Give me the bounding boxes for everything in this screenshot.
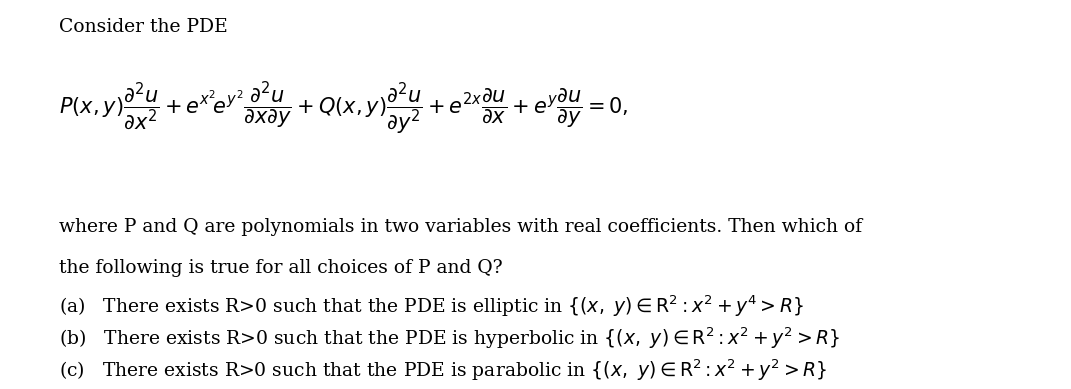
Text: $P(x,y)\dfrac{\partial^2 u}{\partial x^2}+ e^{x^2}\!e^{y^2}\dfrac{\partial^2 u}{: $P(x,y)\dfrac{\partial^2 u}{\partial x^2… (59, 81, 629, 137)
Text: (b)   There exists R>0 such that the PDE is hyperbolic in $\{(x,\ y) \in \mathrm: (b) There exists R>0 such that the PDE i… (59, 326, 840, 351)
Text: (a)   There exists R>0 such that the PDE is elliptic in $\{(x,\ y) \in \mathrm{R: (a) There exists R>0 such that the PDE i… (59, 294, 804, 319)
Text: Consider the PDE: Consider the PDE (59, 18, 228, 35)
Text: (c)   There exists R>0 such that the PDE is parabolic in $\{(x,\ y) \in \mathrm{: (c) There exists R>0 such that the PDE i… (59, 357, 827, 383)
Text: the following is true for all choices of P and Q?: the following is true for all choices of… (59, 259, 502, 277)
Text: where P and Q are polynomials in two variables with real coefficients. Then whic: where P and Q are polynomials in two var… (59, 218, 862, 236)
